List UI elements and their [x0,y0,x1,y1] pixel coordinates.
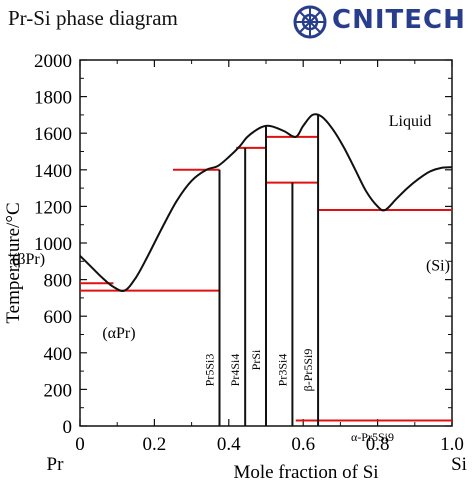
right-element-label: Si [451,454,467,475]
compound-label: Pr4Si4 [228,354,242,387]
y-tick-label: 800 [44,271,73,292]
y-axis-label: Temperature/°C [3,202,24,323]
x-tick-label: 0.2 [143,434,167,455]
y-tick-label: 2000 [34,51,72,72]
y-tick-label: 1400 [34,161,72,182]
cnitech-logo [290,4,470,40]
y-tick-label: 1200 [34,197,72,218]
compound-label: Pr3Si4 [275,354,289,387]
phase-region-label: (αPr) [102,325,135,342]
x-tick-label: 0.8 [366,434,390,455]
compound-label: β-Pr5Si9 [301,349,315,392]
y-tick-label: 1800 [34,88,72,109]
y-tick-label: 200 [44,380,73,401]
liquidus-curve [79,113,453,292]
logo-emblem-icon [293,5,327,39]
y-tick-label: 0 [63,417,73,438]
left-element-label: Pr [47,454,65,475]
phase-region-label: (Si) [426,257,450,274]
phase-region-label: (βPr) [12,251,45,268]
phase-region-label: α-Pr5Si9 [351,430,394,444]
compound-label: Pr5Si3 [203,354,217,387]
phase-region-label: Liquid [389,113,432,130]
compound-label: PrSi [249,349,263,370]
x-tick-label: 1.0 [440,434,464,455]
x-tick-label: 0.6 [291,434,315,455]
x-axis-label: Mole fraction of Si [233,462,378,483]
x-tick-label: 0 [75,434,85,455]
logo-text: CNITECH [332,5,466,35]
y-tick-label: 400 [44,344,73,365]
chart-title: Pr-Si phase diagram [8,6,178,30]
y-tick-label: 1000 [34,234,72,255]
y-tick-label: 1600 [34,124,72,145]
y-tick-label: 600 [44,307,73,328]
x-tick-label: 0.4 [217,434,241,455]
